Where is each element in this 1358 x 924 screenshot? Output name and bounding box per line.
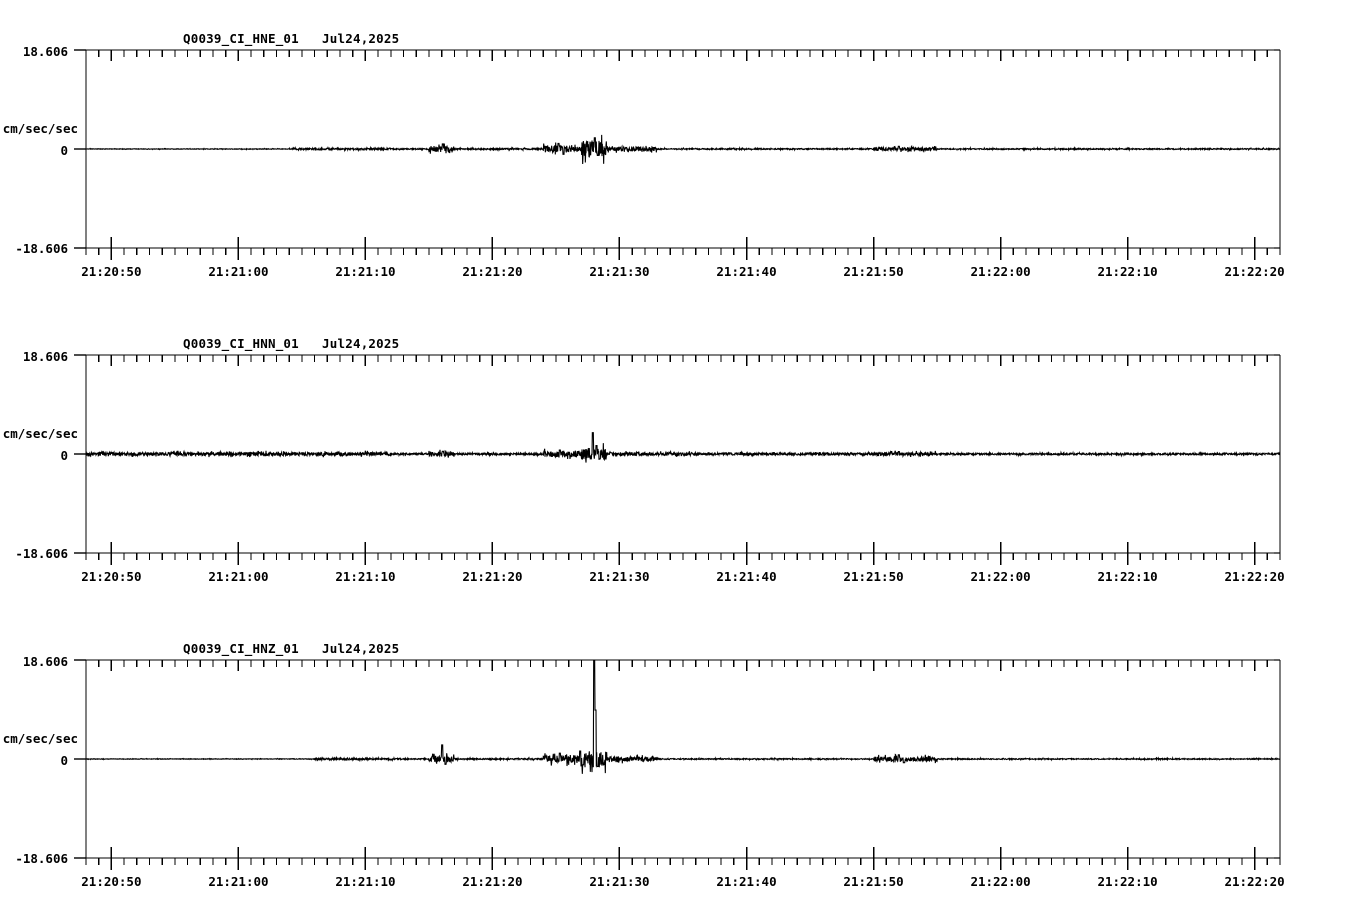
ytick-marks-right-hne [1274,49,1280,249]
xtick-label: 21:21:40 [716,264,776,279]
xtick-label: 21:21:00 [208,569,268,584]
waveform-trace-hnn [85,432,1281,463]
panel-title-hnz: Q0039_CI_HNZ_01 Jul24,2025 [183,641,400,656]
xtick-label: 21:20:50 [81,874,141,889]
ytick-top-hne: 18.606 [23,44,68,59]
xtick-label: 21:20:50 [81,264,141,279]
xtick-label: 21:21:20 [462,569,522,584]
waveform-trace-hne [85,134,1281,164]
xaxis-hnz: 21:20:50 21:21:00 21:21:10 21:21:20 21:21:30… [81,660,1285,889]
xtick-label: 21:22:00 [970,569,1030,584]
plot-hnn: 18.606 cm/sec/sec 0 -18.606 21:20:50 21:2… [3,349,1285,584]
ytick-top-hnz: 18.606 [23,654,68,669]
panel-title-hne: Q0039_CI_HNE_01 Jul24,2025 [183,31,400,46]
yaxis-unit-hne: cm/sec/sec [3,121,78,136]
xtick-label: 21:22:10 [1097,874,1157,889]
xtick-label: 21:21:50 [843,264,903,279]
xtick-label: 21:21:00 [208,874,268,889]
xtick-label: 21:21:10 [335,569,395,584]
xtick-label: 21:21:10 [335,264,395,279]
xtick-label: 21:22:00 [970,264,1030,279]
seismogram-panel-hnz: Q0039_CI_HNZ_01 Jul24,2025 18.606 cm/sec… [0,610,1358,924]
xtick-label: 21:21:20 [462,264,522,279]
ytick-bot-hne: -18.606 [15,241,68,256]
ytick-marks-hne [74,49,86,249]
ytick-marks-right-hnz [1274,659,1280,859]
xtick-label: 21:21:40 [716,874,776,889]
ytick-bot-hnz: -18.606 [15,851,68,866]
xtick-label: 21:21:10 [335,874,395,889]
xtick-label: 21:21:40 [716,569,776,584]
xtick-label: 21:22:20 [1224,569,1284,584]
ytick-top-hnn: 18.606 [23,349,68,364]
xaxis-hne: 21:20:50 21:21:00 21:21:10 21:21:20 21:21:30… [81,50,1285,279]
xtick-label: 21:22:10 [1097,569,1157,584]
xtick-label: 21:20:50 [81,569,141,584]
xtick-label: 21:21:30 [589,264,649,279]
xtick-label: 21:21:50 [843,874,903,889]
xtick-label: 21:22:00 [970,874,1030,889]
xtick-label: 21:22:20 [1224,874,1284,889]
xtick-label: 21:22:10 [1097,264,1157,279]
seismogram-panel-hnn: Q0039_CI_HNN_01 Jul24,2025 18.606 cm/sec… [0,305,1358,605]
plot-hnz: 18.606 cm/sec/sec 0 -18.606 21:20:50 21:2… [3,654,1285,889]
plot-hne: 18.606 cm/sec/sec 0 -18.606 2 [3,44,1285,279]
xtick-label: 21:21:50 [843,569,903,584]
xtick-label: 21:21:20 [462,874,522,889]
xtick-label: 21:22:20 [1224,264,1284,279]
ytick-mid-hnn: 0 [60,448,68,463]
ytick-mid-hne: 0 [60,143,68,158]
xaxis-hnn: 21:20:50 21:21:00 21:21:10 21:21:20 21:21:30… [81,355,1285,584]
xtick-label: 21:21:00 [208,264,268,279]
ytick-mid-hnz: 0 [60,753,68,768]
ytick-bot-hnn: -18.606 [15,546,68,561]
ytick-marks-right-hnn [1274,354,1280,554]
seismogram-panel-hne: Q0039_CI_HNE_01 Jul24,2025 18.606 cm/sec… [0,0,1358,300]
yaxis-unit-hnn: cm/sec/sec [3,426,78,441]
xtick-label: 21:21:30 [589,569,649,584]
xtick-label: 21:21:30 [589,874,649,889]
panel-title-hnn: Q0039_CI_HNN_01 Jul24,2025 [183,336,400,351]
yaxis-unit-hnz: cm/sec/sec [3,731,78,746]
ytick-marks-hnn [74,354,86,554]
waveform-trace-hnz [85,659,1281,774]
ytick-marks-hnz [74,659,86,859]
